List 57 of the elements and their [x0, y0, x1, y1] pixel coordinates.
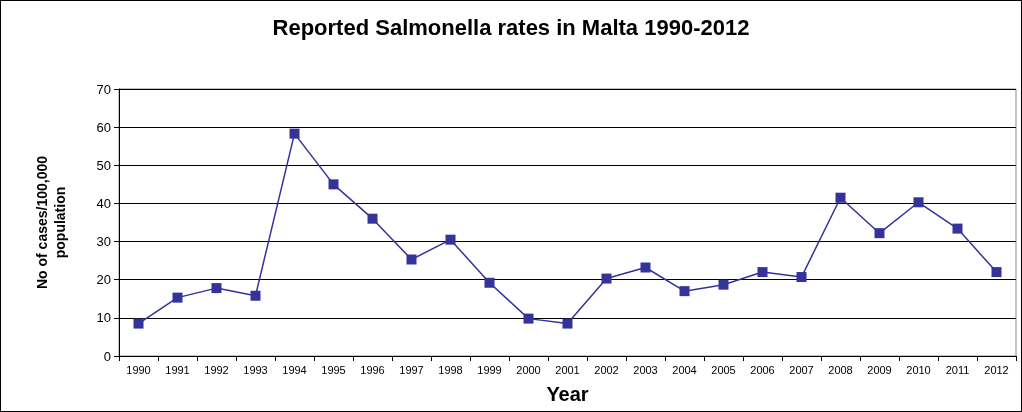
y-tick-label: 70 [96, 81, 111, 97]
x-tick-label: 2005 [711, 363, 736, 376]
point [991, 267, 1002, 278]
x-tick-label: 2004 [672, 363, 697, 376]
x-axis-title: Year [546, 383, 589, 405]
point [523, 313, 534, 324]
x-tick-label: 1995 [321, 363, 346, 376]
point [601, 273, 612, 284]
point [952, 223, 963, 234]
x-tick-label: 2012 [984, 363, 1009, 376]
x-tick-label: 1994 [282, 363, 307, 376]
point [250, 290, 261, 301]
point [835, 192, 846, 203]
point [367, 213, 378, 224]
x-tick-label: 1998 [438, 363, 463, 376]
y-tick-label: 0 [103, 348, 111, 364]
point [406, 254, 417, 265]
point [796, 272, 807, 283]
x-tick-label: 2002 [594, 363, 619, 376]
point [289, 128, 300, 139]
x-tick-label: 1991 [165, 363, 190, 376]
x-tick-label: 2000 [516, 363, 541, 376]
x-tick-label: 1997 [399, 363, 424, 376]
x-tick-label: 1993 [243, 363, 268, 376]
x-tick-label: 1990 [126, 363, 151, 376]
point [445, 234, 456, 245]
x-tick-label: 1996 [360, 363, 385, 376]
point [133, 318, 144, 329]
y-tick-label: 60 [96, 119, 111, 135]
y-tick-label: 10 [96, 310, 111, 326]
point [211, 283, 222, 294]
y-tick-label: 50 [96, 157, 111, 173]
point [874, 228, 885, 239]
point [562, 318, 573, 329]
point [484, 277, 495, 288]
point [328, 179, 339, 190]
y-tick-label: 20 [96, 272, 111, 288]
y-tick-label: 30 [96, 234, 111, 250]
point [913, 197, 924, 208]
point [679, 286, 690, 297]
y-tick-label: 40 [96, 195, 111, 211]
x-tick-label: 2009 [867, 363, 892, 376]
chart-title: Reported Salmonella rates in Malta 1990-2012 [272, 14, 750, 40]
x-tick-label: 2008 [828, 363, 853, 376]
point [640, 262, 651, 273]
x-tick-label: 2011 [945, 363, 970, 376]
point [757, 267, 768, 278]
x-tick-label: 1992 [204, 363, 229, 376]
point [172, 292, 183, 303]
x-tick-label: 2006 [750, 363, 775, 376]
x-tick-label: 2001 [555, 363, 580, 376]
x-tick-label: 2007 [789, 363, 814, 376]
y-axis-title: No of cases/100,000 population [34, 155, 68, 290]
x-tick-label: 2010 [906, 363, 931, 376]
point [718, 279, 729, 290]
x-tick-label: 2003 [633, 363, 658, 376]
x-tick-label: 1999 [477, 363, 502, 376]
